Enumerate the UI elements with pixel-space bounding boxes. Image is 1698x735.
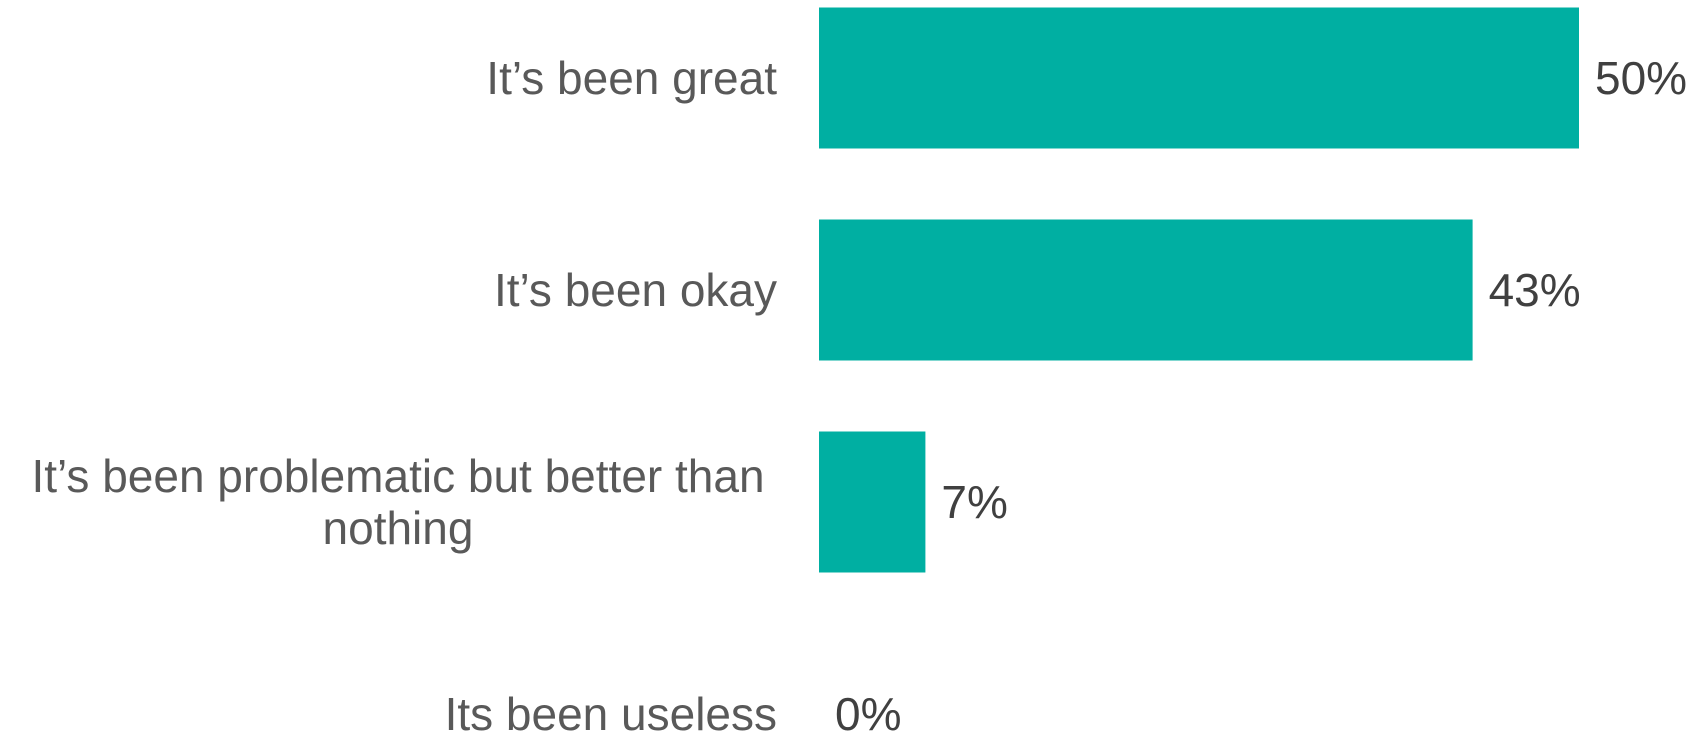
bars-layer [819, 7, 1579, 573]
bar [819, 431, 926, 573]
value-label: 43% [1489, 264, 1581, 316]
category-label: It’s been problematic but better than not… [31, 450, 764, 554]
value-label: 0% [835, 688, 901, 735]
bar [819, 219, 1473, 361]
category-label: It’s been okay [494, 264, 777, 316]
bar [819, 7, 1579, 149]
category-labels: It’s been great It’s been okay It’s been p… [31, 52, 777, 735]
value-label: 50% [1595, 52, 1687, 104]
category-label: It’s been great [486, 52, 777, 104]
value-labels: 50% 43% 7% 0% [835, 52, 1687, 735]
value-label: 7% [941, 476, 1007, 528]
category-label: Its been useless [445, 688, 777, 735]
